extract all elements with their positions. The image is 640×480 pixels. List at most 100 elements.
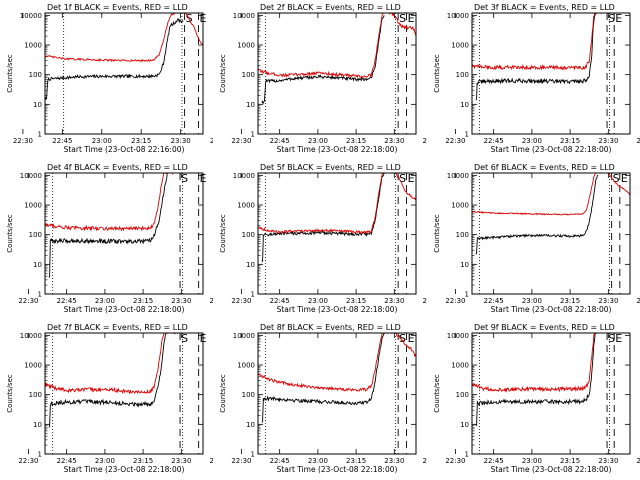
y-tick-label: 10 — [33, 421, 42, 429]
y-tick-label: 100 — [242, 231, 255, 239]
x-tick-label: 23:30 — [171, 297, 191, 305]
x-tick-label: 23:15 — [133, 457, 153, 465]
x-tick-label: 23:30 — [385, 457, 405, 465]
y-axis-label: Counts/sec — [219, 374, 227, 413]
series-line-events — [261, 15, 385, 105]
plot-frame — [257, 12, 417, 135]
x-tick-label: 23:45 — [209, 297, 213, 305]
y-tick-label: 10000 — [233, 172, 255, 180]
y-tick-label: 100 — [29, 391, 42, 399]
x-tick-label: 23:15 — [560, 297, 580, 305]
x-tick-label: 23:45 — [423, 297, 427, 305]
y-tick-label: 100 — [455, 391, 468, 399]
x-tick-label: 23:45 — [636, 457, 640, 465]
y-axis-label: Counts/sec — [433, 374, 441, 413]
plot-frame — [44, 12, 204, 135]
y-tick-label: 1000 — [451, 362, 469, 370]
x-tick-label: 22:45 — [57, 297, 77, 305]
x-tick-label: 22:45 — [270, 297, 290, 305]
marker-label-e: E — [408, 332, 415, 345]
y-tick-label: 100 — [29, 71, 42, 79]
x-tick-label: 23:45 — [210, 137, 213, 145]
series-line-lld — [258, 173, 417, 235]
y-tick-label: 1 — [251, 290, 255, 298]
marker-label-s: S — [608, 332, 615, 345]
x-tick-label: 23:45 — [636, 297, 640, 305]
x-axis-label: Start Time (23-Oct-08 22:18:00) — [64, 305, 185, 314]
x-tick-label: 23:15 — [131, 137, 151, 145]
x-tick-label: 23:30 — [385, 297, 405, 305]
marker-label-s: S — [181, 172, 188, 185]
y-tick-label: 10000 — [20, 12, 42, 20]
x-tick-label: 23:45 — [209, 457, 213, 465]
x-tick-label: 22:30 — [13, 137, 33, 145]
x-tick-label: 23:00 — [95, 457, 115, 465]
x-tick-label: 23:00 — [521, 137, 541, 145]
y-tick-label: 100 — [242, 71, 255, 79]
y-tick-label: 10 — [246, 421, 255, 429]
series-line-events — [48, 333, 167, 428]
marker-label-s: S — [608, 12, 615, 25]
y-tick-label: 1 — [464, 290, 468, 298]
x-tick-label: 23:15 — [346, 457, 366, 465]
plot-frame — [44, 332, 204, 455]
y-tick-label: 1 — [251, 450, 255, 458]
series-line-lld — [44, 173, 179, 232]
y-axis-label: Counts/sec — [433, 54, 441, 93]
y-axis-label: Counts/sec — [6, 374, 14, 413]
plot-frame — [257, 332, 417, 455]
panel-title: Det 7f BLACK = Events, RED = LLD — [47, 323, 188, 332]
y-tick-label: 10 — [460, 101, 469, 109]
series-line-lld — [471, 333, 605, 393]
x-tick-label: 22:30 — [18, 457, 38, 465]
marker-label-s: S — [399, 12, 406, 25]
x-tick-label: 23:30 — [598, 297, 618, 305]
y-tick-label: 100 — [455, 71, 468, 79]
marker-label-s: S — [399, 172, 406, 185]
x-tick-label: 22:30 — [232, 297, 252, 305]
series-line-events — [475, 333, 596, 427]
y-axis-label: Counts/sec — [6, 214, 14, 253]
y-tick-label: 1000 — [238, 362, 256, 370]
plot-frame — [44, 172, 204, 295]
x-axis-label: Start Time (23-Oct-08 22:18:00) — [490, 465, 611, 474]
x-tick-label: 22:30 — [445, 137, 465, 145]
detector-panel-9: Det 9f BLACK = Events, RED = LLD Counts/s… — [433, 323, 640, 474]
x-tick-label: 22:45 — [270, 457, 290, 465]
detector-panel-5: Det 5f BLACK = Events, RED = LLD Counts/s… — [219, 163, 427, 314]
series-line-lld — [258, 13, 417, 79]
y-tick-label: 10 — [246, 261, 255, 269]
marker-label-e: E — [615, 12, 622, 25]
y-tick-label: 1 — [38, 450, 42, 458]
x-tick-label: 23:45 — [636, 137, 640, 145]
panel-title: Det 4f BLACK = Events, RED = LLD — [47, 163, 188, 172]
y-axis-label: Counts/sec — [433, 214, 441, 253]
plot-frame — [471, 12, 631, 135]
y-tick-label: 1000 — [24, 362, 42, 370]
x-tick-label: 23:00 — [521, 297, 541, 305]
x-tick-label: 23:15 — [560, 137, 580, 145]
x-tick-label: 22:45 — [57, 457, 77, 465]
x-tick-label: 23:00 — [92, 137, 112, 145]
series-line-events — [262, 333, 385, 423]
marker-label-e: E — [615, 332, 622, 345]
marker-label-s: S — [399, 332, 406, 345]
series-line-lld — [471, 173, 630, 216]
plot-frame — [471, 172, 631, 295]
panel-title: Det 1f BLACK = Events, RED = LLD — [47, 3, 188, 12]
x-tick-label: 23:00 — [308, 137, 328, 145]
x-tick-label: 22:30 — [18, 297, 38, 305]
x-tick-label: 23:00 — [308, 457, 328, 465]
plot-frame — [471, 332, 631, 455]
series-line-events — [475, 13, 596, 101]
y-tick-label: 1 — [251, 130, 255, 138]
panel-title: Det 8f BLACK = Events, RED = LLD — [260, 323, 401, 332]
marker-label-e: E — [408, 12, 415, 25]
x-tick-label: 23:15 — [346, 297, 366, 305]
y-tick-label: 10 — [460, 421, 469, 429]
y-tick-label: 1000 — [24, 202, 42, 210]
panel-title: Det 9f BLACK = Events, RED = LLD — [474, 323, 615, 332]
series-line-lld — [471, 13, 606, 71]
series-line-events — [475, 174, 598, 255]
y-tick-label: 10000 — [233, 12, 255, 20]
